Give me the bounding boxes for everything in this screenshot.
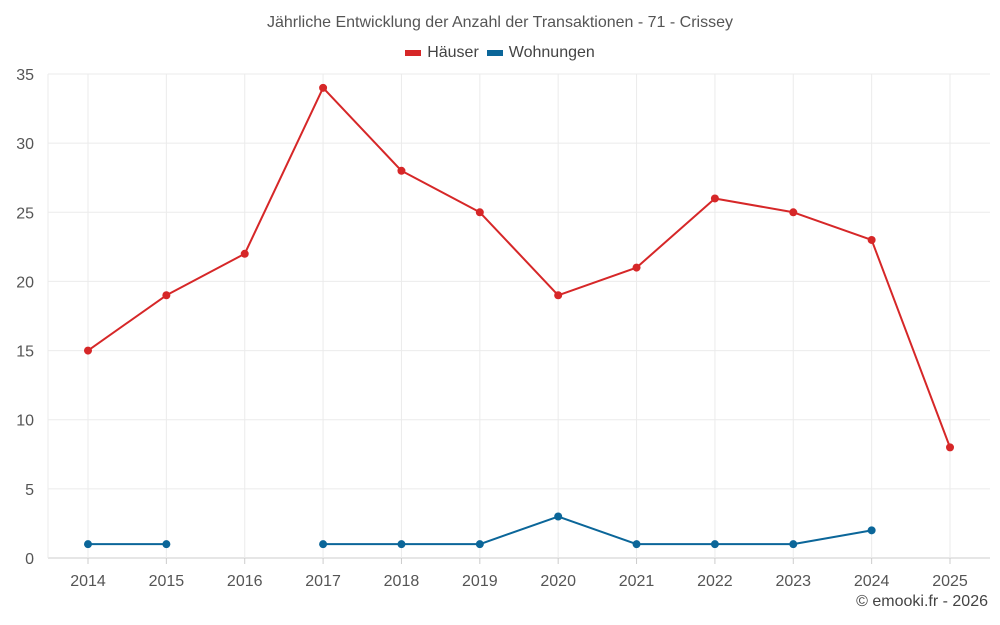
data-point-haeuser-2014 (84, 346, 92, 355)
data-point-wohnungen-2015 (162, 540, 171, 549)
y-tick-label-0: 0 (25, 551, 34, 568)
x-tick-label-2022: 2022 (697, 573, 733, 590)
legend-label-wohnungen: Wohnungen (508, 44, 595, 61)
grid (48, 73, 990, 559)
y-tick-label-35: 35 (16, 67, 34, 84)
y-tick-label-30: 30 (16, 136, 34, 153)
data-point-haeuser-2017 (319, 83, 328, 92)
data-point-wohnungen-2023 (789, 540, 798, 549)
data-point-haeuser-2024 (867, 235, 876, 244)
data-point-wohnungen-2018 (397, 540, 406, 549)
x-tick-label-2024: 2024 (854, 573, 890, 590)
data-point-haeuser-2015 (162, 291, 171, 300)
legend-label-haeuser: Häuser (427, 44, 479, 61)
chart-title: Jährliche Entwicklung der Anzahl der Tra… (267, 14, 733, 31)
data-point-wohnungen-2024 (867, 526, 876, 535)
data-point-wohnungen-2017 (319, 540, 328, 549)
series-haeuser (84, 83, 954, 452)
data-point-wohnungen-2021 (632, 540, 641, 549)
x-tick-label-2015: 2015 (149, 573, 185, 590)
series-layer (84, 83, 954, 549)
data-point-haeuser-2018 (397, 166, 406, 175)
data-point-haeuser-2021 (632, 263, 641, 272)
series-line-wohnungen-1 (323, 515, 872, 546)
data-point-haeuser-2025 (946, 443, 954, 452)
x-tick-label-2025: 2025 (932, 573, 968, 590)
data-point-haeuser-2020 (554, 291, 563, 300)
y-tick-label-20: 20 (16, 274, 34, 291)
data-point-wohnungen-2019 (475, 540, 484, 549)
x-tick-label-2019: 2019 (462, 573, 498, 590)
legend-swatch-wohnungen (486, 50, 503, 56)
x-tick-label-2023: 2023 (775, 573, 811, 590)
x-tick-label-2017: 2017 (305, 573, 341, 590)
legend-swatch-haeuser (405, 50, 422, 56)
x-tick-label-2014: 2014 (70, 573, 106, 590)
legend: Häuser Wohnungen (0, 44, 1000, 62)
series-line-haeuser-0 (87, 86, 951, 448)
x-tick-label-2021: 2021 (619, 573, 655, 590)
y-tick-label-25: 25 (16, 205, 34, 222)
x-tick-label-2016: 2016 (227, 573, 263, 590)
y-tick-label-5: 5 (25, 482, 34, 499)
data-point-haeuser-2023 (789, 208, 798, 217)
legend-item-haeuser[interactable]: Häuser (405, 44, 479, 62)
data-point-haeuser-2019 (475, 208, 484, 217)
data-point-wohnungen-2022 (710, 540, 719, 549)
series-wohnungen (84, 512, 876, 549)
data-point-wohnungen-2020 (554, 512, 563, 521)
data-point-haeuser-2016 (240, 249, 249, 258)
y-tick-label-10: 10 (16, 413, 34, 430)
legend-item-wohnungen[interactable]: Wohnungen (486, 44, 595, 62)
x-tick-label-2020: 2020 (540, 573, 576, 590)
credit-text: © emooki.fr - 2026 (856, 593, 988, 610)
x-tick-label-2018: 2018 (384, 573, 420, 590)
data-point-wohnungen-2014 (84, 540, 92, 549)
data-point-haeuser-2022 (710, 194, 719, 203)
y-tick-label-15: 15 (16, 344, 34, 361)
